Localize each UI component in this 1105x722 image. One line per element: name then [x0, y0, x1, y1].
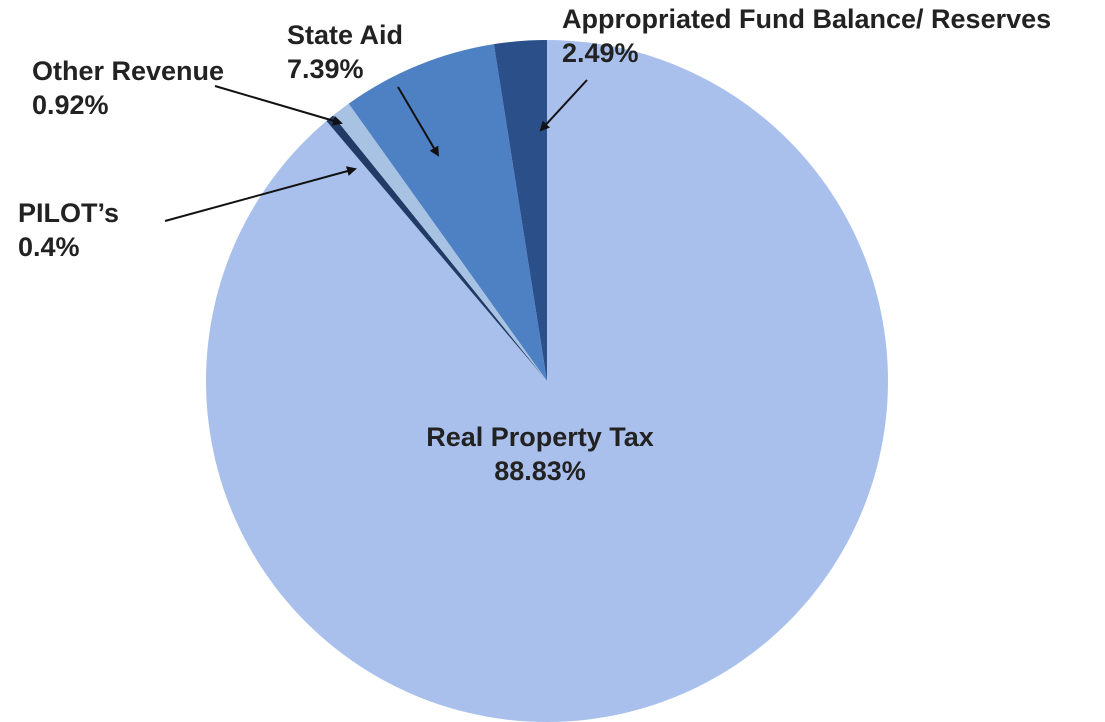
- pilots-label: PILOT’s: [18, 198, 119, 228]
- state-aid-leader-line: [397, 86, 440, 157]
- other-revenue-value: 0.92%: [32, 90, 109, 120]
- pie-slice-state-aid: [348, 44, 547, 381]
- pilots-value: 0.4%: [18, 232, 80, 262]
- pie-slice-other-revenue: [333, 103, 547, 381]
- pie-slice-pilot-s: [326, 115, 547, 381]
- pie-labels: Real Property Tax 88.83% PILOT’s 0.4% Ot…: [18, 4, 1051, 486]
- state-aid-label: State Aid: [287, 20, 403, 50]
- pie-slice-real-property-tax: [206, 40, 889, 722]
- state-aid-value: 7.39%: [287, 54, 364, 84]
- reserves-value: 2.49%: [562, 38, 639, 68]
- pie-slice-appropriated-fund-balance-reserves: [493, 40, 547, 381]
- other-revenue-leader-line: [214, 85, 343, 126]
- other-revenue-label: Other Revenue: [32, 56, 224, 86]
- reserves-label: Appropriated Fund Balance/ Reserves: [562, 4, 1051, 34]
- pie-slices: [206, 40, 889, 722]
- real-property-tax-value: 88.83%: [494, 456, 586, 486]
- pilots-leader-line: [164, 166, 357, 222]
- reserves-leader-line: [539, 79, 588, 132]
- real-property-tax-label: Real Property Tax: [426, 422, 654, 452]
